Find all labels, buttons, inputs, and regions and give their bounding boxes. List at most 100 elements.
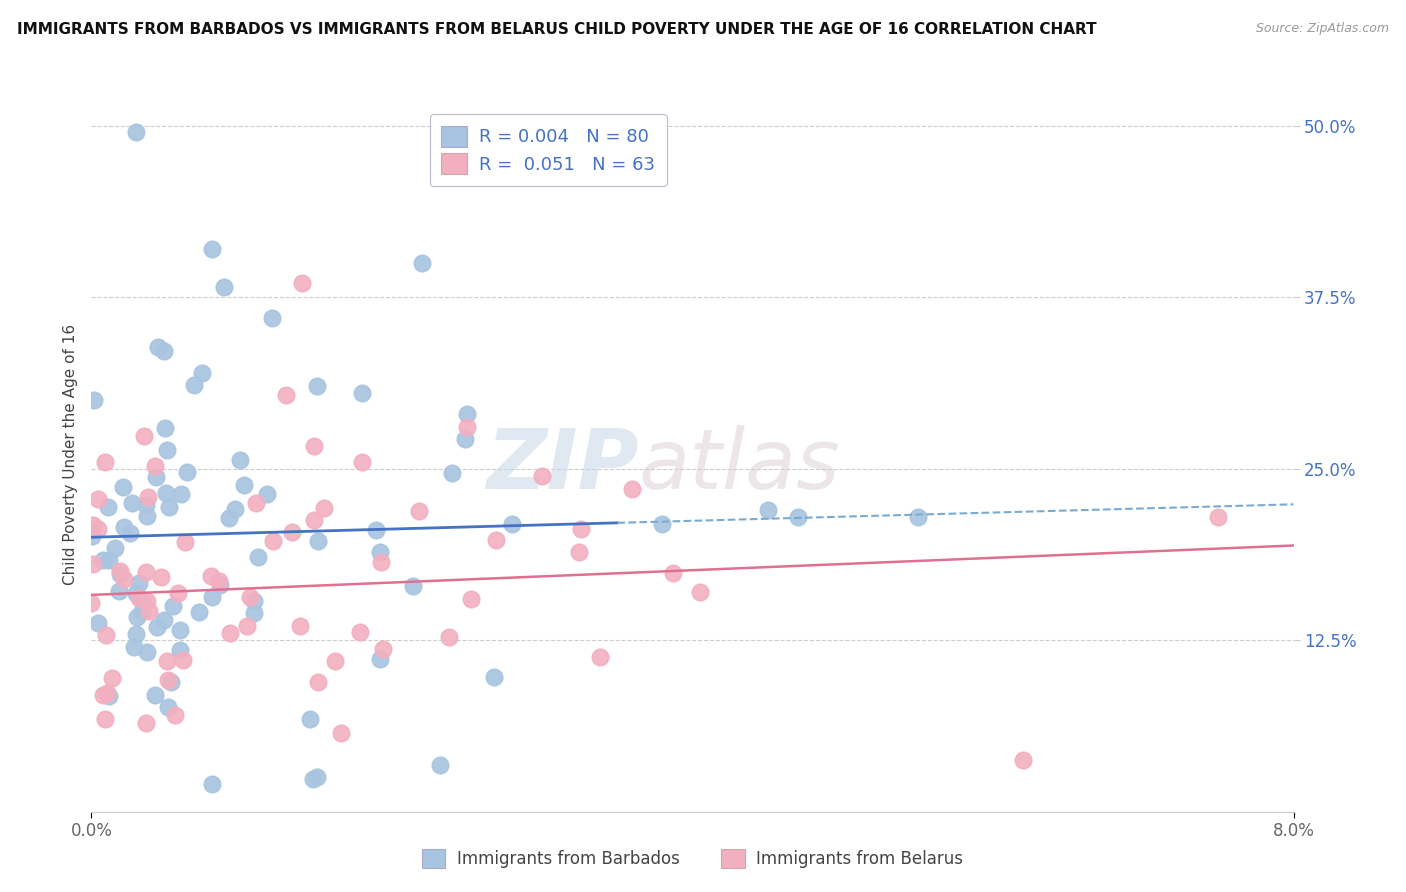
Point bbox=[569, 522, 592, 536]
Point bbox=[243, 606, 266, 620]
Point bbox=[218, 511, 240, 525]
Point bbox=[440, 466, 463, 480]
Point bbox=[148, 340, 170, 354]
Point bbox=[689, 585, 711, 599]
Point bbox=[456, 420, 478, 434]
Point bbox=[157, 699, 180, 714]
Point bbox=[454, 432, 477, 446]
Point bbox=[98, 689, 121, 703]
Point bbox=[243, 594, 266, 608]
Point bbox=[229, 453, 252, 467]
Point bbox=[209, 577, 232, 591]
Point bbox=[305, 379, 328, 393]
Point bbox=[291, 277, 314, 291]
Point bbox=[262, 533, 284, 548]
Point bbox=[233, 478, 256, 492]
Point bbox=[350, 386, 373, 401]
Point bbox=[94, 628, 117, 642]
Point bbox=[305, 771, 328, 785]
Point bbox=[120, 525, 142, 540]
Point bbox=[124, 640, 146, 654]
Point bbox=[429, 757, 451, 772]
Point bbox=[83, 392, 105, 407]
Point bbox=[411, 256, 433, 270]
Point bbox=[323, 654, 346, 668]
Point bbox=[208, 574, 231, 589]
Point bbox=[402, 579, 425, 593]
Point bbox=[183, 377, 205, 392]
Point bbox=[219, 625, 242, 640]
Point bbox=[153, 343, 176, 358]
Point bbox=[662, 566, 685, 580]
Point bbox=[756, 503, 779, 517]
Point bbox=[437, 630, 460, 644]
Point bbox=[93, 712, 115, 726]
Point bbox=[157, 500, 180, 515]
Point bbox=[188, 605, 211, 619]
Point bbox=[170, 487, 193, 501]
Point bbox=[125, 586, 148, 600]
Point bbox=[111, 480, 134, 494]
Point bbox=[301, 772, 323, 786]
Point bbox=[224, 501, 246, 516]
Point bbox=[245, 496, 267, 510]
Point bbox=[104, 541, 127, 556]
Point bbox=[87, 615, 110, 630]
Point bbox=[125, 125, 148, 139]
Point bbox=[96, 686, 118, 700]
Point bbox=[408, 504, 430, 518]
Point bbox=[156, 442, 179, 457]
Point bbox=[172, 653, 194, 667]
Point bbox=[456, 407, 478, 421]
Point bbox=[121, 495, 143, 509]
Point bbox=[100, 671, 122, 685]
Point bbox=[136, 645, 159, 659]
Point bbox=[176, 465, 198, 479]
Point bbox=[87, 491, 110, 506]
Point bbox=[302, 513, 325, 527]
Point bbox=[460, 592, 482, 607]
Point bbox=[143, 458, 166, 473]
Point bbox=[260, 310, 283, 325]
Point bbox=[112, 572, 135, 586]
Text: IMMIGRANTS FROM BARBADOS VS IMMIGRANTS FROM BELARUS CHILD POVERTY UNDER THE AGE : IMMIGRANTS FROM BARBADOS VS IMMIGRANTS F… bbox=[17, 22, 1097, 37]
Point bbox=[190, 366, 212, 380]
Point bbox=[110, 566, 132, 581]
Text: ZIP: ZIP bbox=[485, 425, 638, 506]
Point bbox=[163, 708, 186, 723]
Point bbox=[1208, 509, 1230, 524]
Point bbox=[484, 670, 506, 684]
Point bbox=[368, 651, 391, 665]
Point bbox=[568, 545, 591, 559]
Point bbox=[94, 455, 117, 469]
Point bbox=[155, 421, 177, 435]
Point bbox=[110, 565, 132, 579]
Point bbox=[281, 524, 304, 539]
Point bbox=[128, 575, 150, 590]
Point bbox=[256, 487, 278, 501]
Point bbox=[366, 523, 388, 537]
Point bbox=[82, 518, 104, 533]
Point bbox=[307, 533, 329, 548]
Point bbox=[157, 673, 180, 688]
Point bbox=[108, 583, 131, 598]
Point bbox=[125, 610, 148, 624]
Legend: Immigrants from Barbados, Immigrants from Belarus: Immigrants from Barbados, Immigrants fro… bbox=[415, 842, 970, 875]
Point bbox=[302, 438, 325, 452]
Point bbox=[155, 486, 177, 500]
Text: atlas: atlas bbox=[638, 425, 839, 506]
Point bbox=[247, 550, 270, 565]
Point bbox=[136, 508, 159, 523]
Point bbox=[138, 490, 160, 504]
Point bbox=[786, 509, 808, 524]
Point bbox=[135, 565, 157, 579]
Point bbox=[169, 642, 191, 657]
Point bbox=[149, 570, 172, 584]
Point bbox=[80, 529, 103, 543]
Point bbox=[299, 712, 322, 726]
Point bbox=[162, 599, 184, 613]
Point bbox=[501, 516, 523, 531]
Point bbox=[125, 627, 148, 641]
Point bbox=[350, 455, 373, 469]
Point bbox=[373, 642, 395, 657]
